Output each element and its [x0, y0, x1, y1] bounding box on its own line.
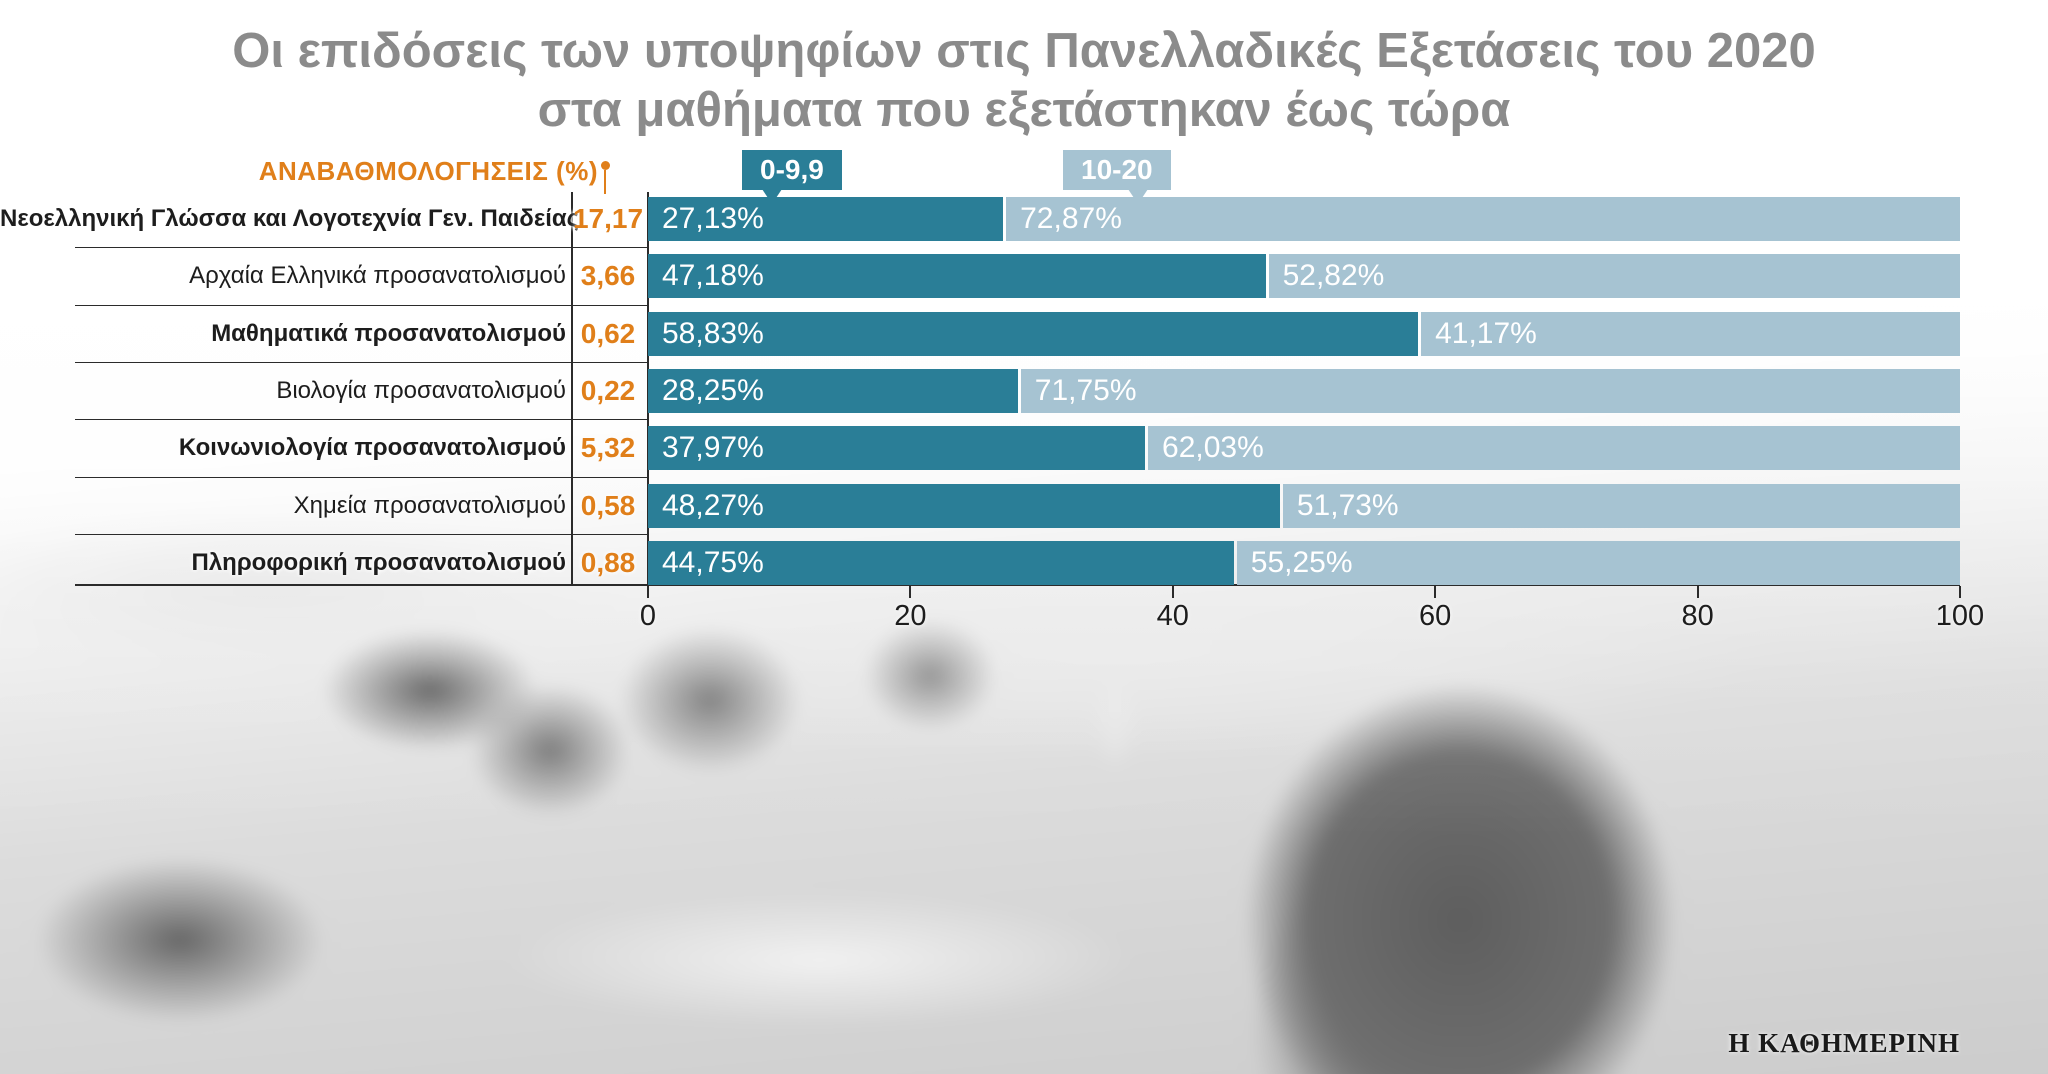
values-column-divider	[571, 192, 573, 585]
bar-segment-low: 58,83%	[648, 311, 1419, 356]
bar-segment-low: 48,27%	[648, 483, 1280, 528]
bar-value-label: 71,75%	[1034, 373, 1137, 407]
axis-tick-label: 100	[1935, 600, 1985, 632]
bar-value-label: 47,18%	[662, 259, 764, 293]
regrade-value: 5,32	[580, 432, 636, 464]
category-label: Μαθηματικά προσανατολισμού	[211, 319, 566, 347]
row-separator	[75, 304, 648, 306]
category-label: Χημεία προσανατολισμού	[293, 491, 566, 519]
regrade-value: 0,58	[580, 489, 636, 521]
axis-tick-label: 20	[894, 600, 927, 632]
regrade-callout-dot	[601, 161, 610, 170]
legend-badge-0-9-9: 0-9,9	[742, 150, 842, 190]
bar-value-label: 52,82%	[1282, 259, 1385, 293]
bar-segment-high: 55,25%	[1236, 540, 1960, 585]
page-title-line2: στα μαθήματα που εξετάστηκαν έως τώρα	[537, 82, 1511, 137]
stacked-bar: 48,27% 51,73%	[648, 483, 1960, 528]
stacked-bar: 27,13% 72,87%	[648, 197, 1960, 241]
bar-value-label: 51,73%	[1296, 488, 1399, 522]
category-label: Πληροφορική προσανατολισμού	[191, 548, 566, 576]
stacked-bar: 47,18% 52,82%	[648, 254, 1960, 299]
brand-logo: Η ΚΑΘΗΜΕΡΙΝΗ	[1728, 1028, 1960, 1058]
regrade-value: 0,22	[580, 374, 636, 406]
bar-segment-low: 44,75%	[648, 540, 1234, 585]
stacked-bar: 28,25% 71,75%	[648, 368, 1960, 413]
axis-tick	[1959, 586, 1961, 598]
legend-badge-10-20: 10-20	[1063, 150, 1171, 190]
regrade-value: 0,88	[580, 546, 636, 578]
bar-value-label: 37,97%	[662, 431, 764, 465]
bar-value-label: 72,87%	[1020, 202, 1122, 235]
bar-value-label: 44,75%	[662, 545, 764, 579]
category-label: Βιολογία προσανατολισμού	[276, 376, 566, 404]
bar-segment-high: 41,17%	[1421, 311, 1960, 356]
x-axis-baseline	[75, 584, 1960, 586]
stacked-bar: 37,97% 62,03%	[648, 426, 1960, 471]
category-label: Αρχαία Ελληνικά προσανατολισμού	[189, 262, 566, 290]
axis-tick-label: 40	[1156, 600, 1189, 632]
row-separator	[75, 419, 648, 421]
row-separator	[75, 361, 648, 363]
axis-tick	[909, 586, 912, 598]
row-separator	[75, 247, 648, 249]
bar-value-label: 27,13%	[662, 202, 764, 235]
regrade-value: 3,66	[580, 260, 636, 292]
bar-value-label: 41,17%	[1435, 316, 1537, 350]
bar-value-label: 55,25%	[1250, 545, 1353, 579]
category-label: Κοινωνιολογία προσανατολισμού	[178, 434, 566, 462]
bar-segment-high: 71,75%	[1020, 368, 1960, 413]
bar-segment-low: 47,18%	[648, 254, 1266, 299]
category-label: Νεοελληνική Γλώσσα και Λογοτεχνία Γεν. Π…	[0, 205, 580, 232]
regrade-callout-line	[604, 170, 606, 194]
page-title-line1: Οι επιδόσεις των υποψηφίων στις Πανελλαδ…	[232, 24, 1816, 78]
bar-value-label: 62,03%	[1162, 431, 1264, 465]
bar-value-label: 58,83%	[662, 316, 764, 350]
bar-segment-high: 52,82%	[1268, 254, 1960, 299]
bar-segment-high: 72,87%	[1006, 197, 1960, 241]
regrade-value: 0,62	[580, 317, 636, 349]
bar-segment-high: 62,03%	[1148, 426, 1960, 471]
axis-tick	[1696, 586, 1699, 598]
axis-tick-label: 60	[1419, 600, 1452, 632]
stacked-bar: 44,75% 55,25%	[648, 540, 1960, 585]
bar-value-label: 48,27%	[662, 488, 764, 522]
bar-segment-low: 37,97%	[648, 426, 1146, 471]
row-separator	[75, 476, 648, 478]
bar-segment-low: 28,25%	[648, 368, 1018, 413]
stacked-bar: 58,83% 41,17%	[648, 311, 1960, 356]
axis-tick	[1434, 586, 1437, 598]
bar-segment-high: 51,73%	[1282, 483, 1960, 528]
page-title: Οι επιδόσεις των υποψηφίων στις Πανελλαδ…	[0, 22, 2048, 140]
row-separator	[75, 533, 648, 535]
axis-tick-label: 80	[1681, 600, 1714, 632]
axis-tick	[647, 586, 649, 598]
axis-tick	[1171, 586, 1174, 598]
regrade-column-header: ΑΝΑΒΑΘΜΟΛΟΓΗΣΕΙΣ (%)	[258, 156, 598, 186]
bar-segment-low: 27,13%	[648, 197, 1004, 241]
bar-value-label: 28,25%	[662, 373, 764, 407]
regrade-value: 17,17	[572, 203, 644, 234]
axis-tick-label: 0	[639, 600, 657, 632]
